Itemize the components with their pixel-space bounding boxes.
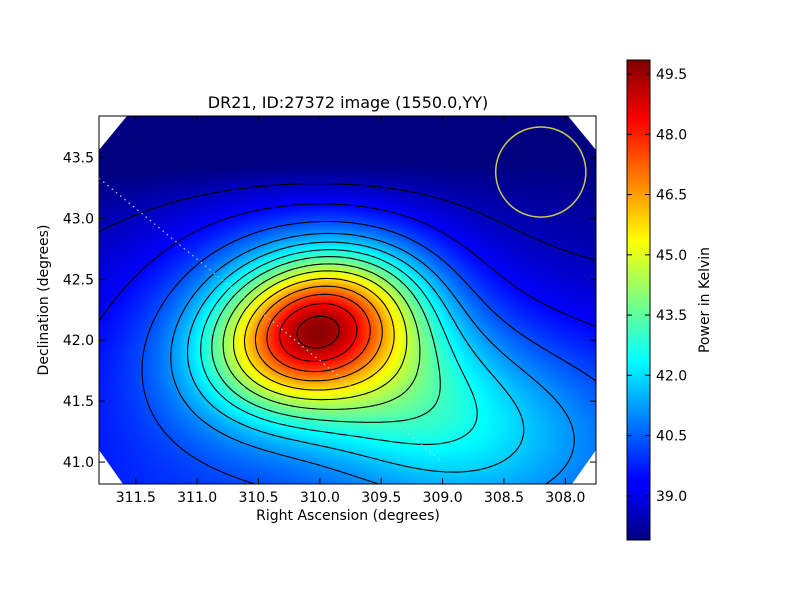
colorbar-tick-label: 46.5 — [656, 188, 687, 204]
plot-frame — [98, 115, 597, 485]
colorbar-tick-label: 48.0 — [656, 127, 687, 143]
contour-level-1 — [99, 203, 596, 328]
contour-level-8 — [232, 270, 408, 401]
colorbar-tick-label: 40.5 — [656, 429, 687, 445]
y-axis-label: Declination (degrees) — [36, 225, 52, 376]
x-tick-label: 308.0 — [545, 490, 585, 506]
y-tick-label: 41.5 — [63, 394, 94, 410]
chart-title: DR21, ID:27372 image (1550.0,YY) — [208, 93, 488, 112]
colorbar-label: Power in Kelvin — [697, 247, 713, 353]
colorbar: 39.0 40.5 42.0 43.5 45.0 46.5 48.0 49.5 Power i… — [626, 59, 713, 541]
x-axis-label: Right Ascension (degrees) — [256, 508, 440, 524]
beam-circle — [494, 126, 587, 218]
contour-level-6 — [211, 256, 441, 423]
colorbar-tick-label: 43.5 — [656, 308, 687, 324]
contour-level-9 — [243, 277, 395, 391]
y-tick-label: 43.0 — [63, 211, 94, 227]
heatmap-image — [99, 116, 596, 484]
y-tick-label: 42.0 — [63, 333, 94, 349]
x-tick-label: 309.5 — [361, 490, 401, 506]
contour-level-7 — [222, 263, 421, 410]
x-axis-ticks: 311.5 311.0 310.5 310.0 309.5 309.0 308.5 308.0 — [116, 116, 585, 506]
contour-level-4 — [186, 241, 525, 473]
contour-level-0 — [99, 183, 596, 261]
x-tick-label: 310.0 — [300, 490, 340, 506]
colorbar-tick-label: 39.0 — [656, 489, 687, 505]
contour-level-11 — [266, 293, 371, 373]
x-tick-label: 310.5 — [238, 490, 278, 506]
contour-level-13 — [296, 315, 340, 349]
contour-level-10 — [254, 285, 383, 382]
contour-lines — [99, 183, 596, 484]
colorbar-tick-label: 45.0 — [656, 248, 687, 264]
x-tick-label: 311.5 — [116, 490, 156, 506]
colorbar-gradient — [626, 59, 651, 541]
y-tick-label: 43.5 — [63, 150, 94, 166]
colorbar-tick-label: 49.5 — [656, 67, 687, 83]
y-tick-label: 42.5 — [63, 272, 94, 288]
y-axis-ticks: 41.0 41.5 42.0 42.5 43.0 43.5 — [63, 150, 596, 471]
contour-level-12 — [279, 303, 358, 362]
contour-level-2 — [141, 220, 596, 484]
contour-level-3 — [170, 232, 575, 484]
contour-level-5 — [200, 249, 478, 445]
plot-area — [98, 115, 597, 485]
colorbar-ticks: 39.0 40.5 42.0 43.5 45.0 46.5 48.0 49.5 — [627, 67, 687, 505]
x-tick-label: 308.5 — [484, 490, 524, 506]
colorbar-tick-label: 42.0 — [656, 368, 687, 384]
y-tick-label: 41.0 — [63, 455, 94, 471]
x-tick-label: 309.0 — [423, 490, 463, 506]
x-tick-label: 311.0 — [177, 490, 217, 506]
